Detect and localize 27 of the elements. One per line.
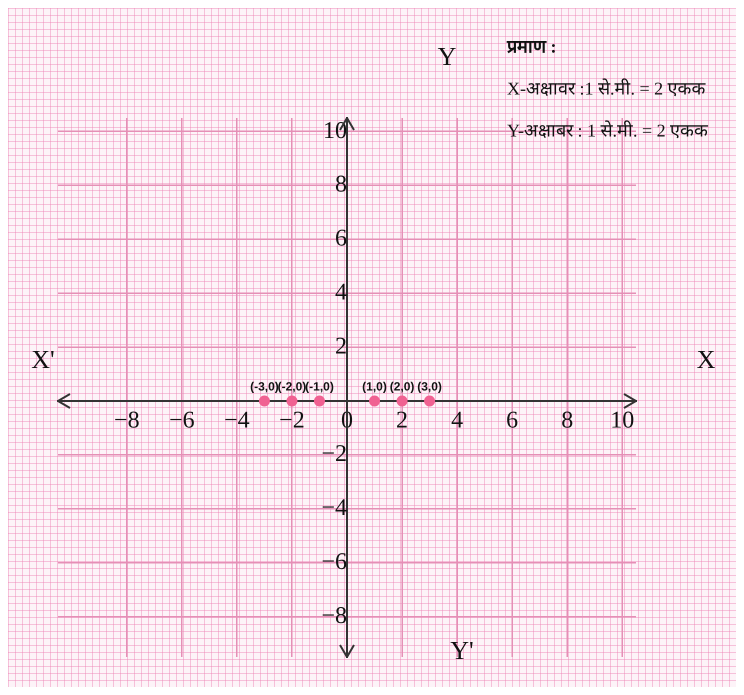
- y-tick-label: 8: [335, 172, 347, 198]
- annotation: (-3,0): [250, 379, 279, 394]
- y-tick-label: −8: [321, 602, 347, 629]
- y-tick-label: −2: [321, 441, 347, 468]
- x-tick-label: 8: [561, 408, 574, 434]
- x-tick-label: 10: [610, 408, 634, 434]
- x-tick-label: 4: [451, 408, 464, 434]
- annotation: (1,0): [362, 379, 387, 394]
- annotation: (3,0): [417, 379, 442, 394]
- annotation: (-2,0): [278, 379, 306, 394]
- annotation: Y-अक्षाबर : 1 से.मी. = 2 एकक: [507, 120, 710, 141]
- y-axis-title: Y: [438, 42, 457, 71]
- x-tick-label: 2: [396, 408, 408, 434]
- text: X': [31, 344, 55, 374]
- annotation: Y': [450, 636, 474, 665]
- y-tick-label: 10: [323, 118, 347, 144]
- x-tick-label: 6: [506, 408, 518, 434]
- x-axis-title: X: [696, 344, 716, 374]
- text: X-अक्षावर :1 से.मी. = 2 एकक: [507, 78, 707, 99]
- text: प्रमाण :: [506, 36, 556, 57]
- annotation: (2,0): [390, 379, 414, 394]
- x-tick-label: −6: [169, 408, 195, 434]
- annotation: (-1,0): [305, 379, 334, 394]
- x-tick-label: −4: [224, 408, 250, 434]
- x-tick-label: −2: [279, 408, 305, 434]
- y-tick-label: 2: [335, 333, 347, 360]
- x-tick-label: −8: [114, 408, 140, 434]
